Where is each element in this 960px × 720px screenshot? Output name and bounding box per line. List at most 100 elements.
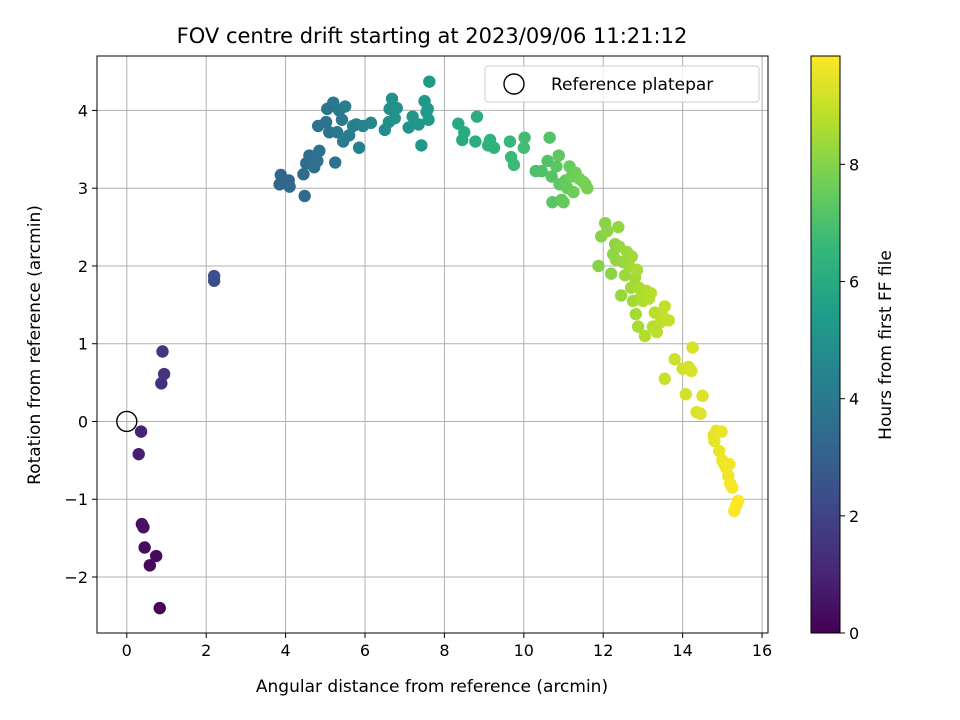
- scatter-point: [156, 345, 169, 358]
- colorbar-tick-label: 4: [849, 390, 859, 409]
- scatter-point: [708, 434, 721, 448]
- x-tick-label: 14: [672, 641, 692, 660]
- y-tick-label: −1: [64, 490, 88, 509]
- scatter-point: [329, 156, 342, 169]
- scatter-point: [517, 141, 531, 154]
- scatter-point: [469, 135, 482, 148]
- x-tick-label: 0: [122, 641, 132, 660]
- scatter-point: [723, 458, 736, 471]
- scatter-point: [658, 372, 671, 385]
- x-tick-label: 16: [752, 641, 772, 660]
- scatter-point: [335, 113, 349, 126]
- y-axis-ticks: −2 −1 0 1 2 3 4: [64, 101, 97, 587]
- scatter-point: [545, 170, 558, 183]
- y-axis-label: Rotation from reference (arcmin): [25, 205, 45, 485]
- scatter-point: [153, 601, 166, 615]
- scatter-point: [612, 220, 625, 234]
- legend-entry-label: Reference platepar: [551, 75, 713, 95]
- scatter-point: [135, 517, 149, 531]
- scatter-point: [412, 118, 425, 131]
- scatter-point: [390, 101, 403, 115]
- scatter-point: [415, 139, 428, 152]
- x-tick-label: 12: [593, 641, 613, 660]
- scatter-point: [552, 149, 565, 162]
- scatter-point: [629, 307, 642, 321]
- colorbar-gradient: [810, 55, 841, 634]
- scatter-point: [518, 131, 531, 144]
- colorbar-label: Hours from first FF file: [876, 250, 896, 440]
- legend: Reference platepar: [484, 65, 760, 103]
- data-points: [116, 75, 745, 615]
- scatter-point: [487, 141, 501, 154]
- scatter-point: [402, 121, 415, 134]
- scatter-point: [149, 549, 163, 563]
- y-tick-label: 2: [78, 257, 88, 276]
- scatter-point: [138, 541, 151, 554]
- scatter-point: [298, 189, 311, 203]
- scatter-point: [143, 559, 157, 572]
- scatter-point: [600, 224, 614, 238]
- scatter-point: [543, 131, 556, 144]
- scatter-point: [592, 259, 605, 273]
- scatter-point: [507, 158, 521, 172]
- scatter-point: [567, 185, 580, 199]
- scatter-point: [686, 341, 699, 354]
- scatter-point: [694, 407, 707, 420]
- scatter-point: [207, 269, 221, 283]
- scatter-point: [658, 300, 671, 313]
- colorbar-tick-label: 2: [849, 507, 859, 526]
- scatter-point: [732, 494, 745, 508]
- scatter-point: [132, 447, 145, 461]
- scatter-point: [313, 144, 326, 158]
- scatter-point: [614, 289, 628, 302]
- scatter-point: [422, 113, 435, 126]
- colorbar-tick-label: 6: [849, 273, 859, 292]
- chart-title: FOV centre drift starting at 2023/09/06 …: [177, 24, 688, 48]
- scatter-point: [338, 100, 352, 113]
- scatter-point: [385, 92, 399, 105]
- scatter-point: [352, 141, 366, 154]
- scatter-point: [668, 353, 681, 366]
- scatter-point: [712, 444, 726, 458]
- scatter-point: [579, 178, 592, 191]
- scatter-point: [715, 425, 728, 438]
- scatter-point: [319, 115, 333, 129]
- scatter-point: [364, 116, 378, 130]
- y-tick-label: 4: [78, 101, 88, 120]
- scatter-point: [685, 364, 698, 378]
- scatter-point: [630, 263, 644, 277]
- x-tick-label: 10: [514, 641, 534, 660]
- scatter-point: [638, 329, 652, 343]
- scatter-point: [618, 269, 632, 282]
- colorbar-tick-label: 0: [849, 624, 859, 643]
- scatter-point: [421, 102, 434, 116]
- scatter-point: [631, 320, 645, 333]
- scatter-point: [535, 164, 548, 178]
- x-axis-ticks: 0 2 4 6 8 10 12 14 16: [122, 633, 772, 660]
- legend-box: [484, 65, 760, 103]
- y-tick-label: 0: [78, 412, 88, 431]
- scatter-point: [331, 126, 344, 139]
- scatter-point: [679, 388, 693, 401]
- scatter-point: [662, 314, 675, 327]
- scatter-point: [503, 135, 517, 148]
- y-tick-label: −2: [64, 568, 88, 587]
- scatter-point: [155, 377, 168, 390]
- scatter-point: [470, 110, 484, 123]
- scatter-point: [604, 267, 618, 280]
- y-tick-label: 3: [78, 179, 88, 198]
- scatter-point: [157, 367, 171, 381]
- scatter-point: [650, 325, 664, 339]
- scatter-point: [342, 129, 356, 142]
- scatter-point: [550, 160, 563, 173]
- scatter-point: [388, 112, 401, 125]
- scatter-point: [644, 286, 658, 300]
- x-tick-label: 4: [281, 641, 291, 660]
- legend-marker-open-circle: [503, 73, 525, 95]
- colorbar: 0 2 4 6 8 Hours from first FF file: [810, 55, 896, 643]
- colorbar-tick-label: 8: [849, 155, 859, 174]
- scatter-point: [726, 481, 739, 494]
- x-axis-label: Angular distance from reference (arcmin): [256, 677, 608, 697]
- scatter-point: [423, 75, 436, 88]
